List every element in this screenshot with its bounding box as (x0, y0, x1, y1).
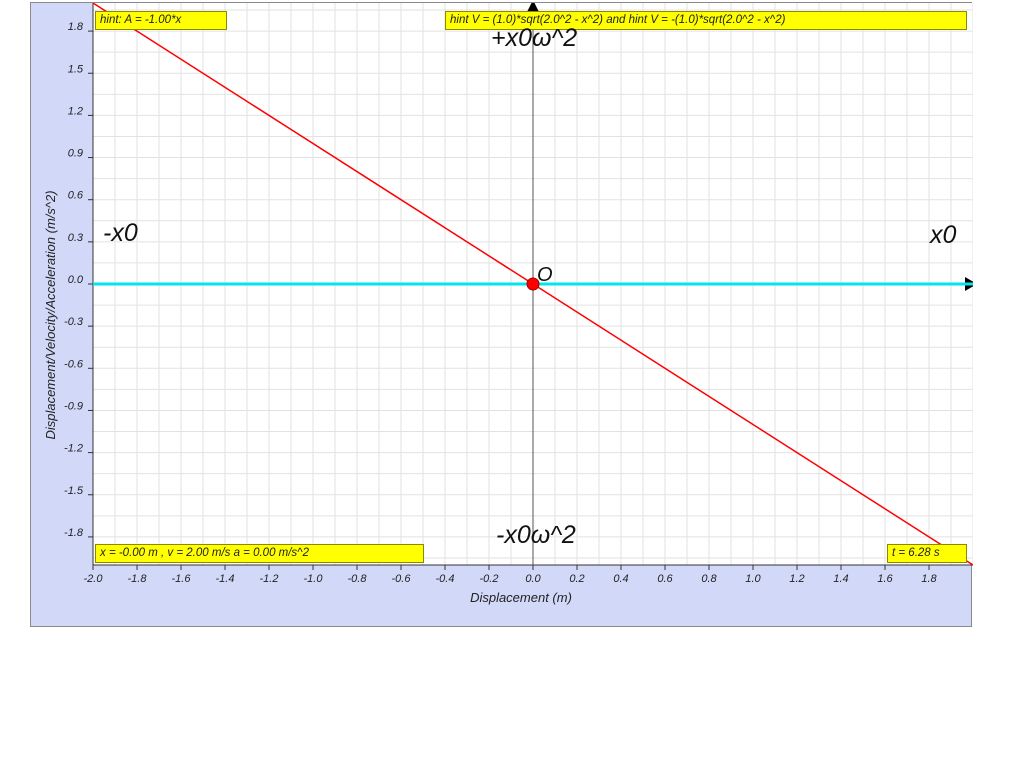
x-tick-label: -0.2 (480, 573, 499, 585)
x-tick-label: 0.4 (613, 573, 628, 585)
y-tick-label: -1.5 (64, 485, 84, 497)
x-tick-label: 1.4 (833, 573, 848, 585)
x-tick-label: 1.6 (877, 573, 893, 585)
min-accel-label: -x0ω^2 (496, 521, 576, 549)
y-tick-label: 1.5 (68, 63, 84, 75)
y-tick-label: -1.2 (64, 443, 83, 455)
x-tick-label: -0.6 (392, 573, 412, 585)
x-tick-label: 1.8 (921, 573, 937, 585)
y-tick-label: 1.2 (68, 105, 83, 117)
x-tick-label: -2.0 (84, 573, 104, 585)
x-tick-label: 0.8 (701, 573, 717, 585)
y-tick-label: 0.6 (68, 190, 84, 202)
neg-amplitude-label: -x0 (103, 219, 138, 247)
simulation-panel: -2.0 -1.8 -1.6 -1.4 -1.2 -1.0 -0.8 -0.6 -0.4 -0.2… (30, 2, 973, 627)
y-tick-label: 0.9 (68, 148, 83, 160)
up-arrow-icon (527, 3, 539, 12)
origin-label: O (537, 264, 553, 286)
y-tick-label: 0.3 (68, 232, 84, 244)
y-tick-label: -0.9 (64, 400, 83, 412)
series (92, 3, 973, 566)
pos-amplitude-label: x0 (930, 221, 957, 249)
max-accel-label: +x0ω^2 (491, 24, 578, 52)
x-tick-label: -1.4 (216, 573, 235, 585)
position-marker (526, 277, 540, 291)
x-tick-label: 0.6 (657, 573, 673, 585)
x-axis-title: Displacement (m) (470, 590, 572, 605)
sho-graph: -2.0 -1.8 -1.6 -1.4 -1.2 -1.0 -0.8 -0.6 -0.4 -0.2… (43, 3, 973, 605)
state-readout: x = -0.00 m , v = 2.00 m/s a = 0.00 m/s^… (95, 544, 424, 563)
x-tick-label: 1.2 (789, 573, 804, 585)
x-tick-label: -1.8 (128, 573, 148, 585)
y-tick-label: -0.6 (64, 358, 84, 370)
y-tick-label: 0.0 (68, 274, 84, 286)
x-tick-label: 0.2 (569, 573, 584, 585)
time-readout: t = 6.28 s (887, 544, 967, 563)
y-axis-title: Displacement/Velocity/Acceleration (m/s^… (43, 190, 58, 439)
y-tick-label: 1.8 (68, 21, 84, 33)
y-tick-label: -0.3 (64, 316, 84, 328)
x-tick-label: 1.0 (745, 573, 761, 585)
acceleration-hint: hint: A = -1.00*x (95, 11, 227, 30)
ticks: -2.0 -1.8 -1.6 -1.4 -1.2 -1.0 -0.8 -0.6 -0.4 -0.2… (64, 21, 937, 585)
x-tick-label: -1.2 (260, 573, 279, 585)
x-tick-label: -1.0 (304, 573, 324, 585)
y-tick-label: -1.8 (64, 527, 84, 539)
velocity-hint: hint V = (1.0)*sqrt(2.0^2 - x^2) and hin… (445, 11, 967, 30)
x-tick-label: -0.8 (348, 573, 368, 585)
x-tick-label: -0.4 (436, 573, 455, 585)
x-tick-label: 0.0 (525, 573, 541, 585)
x-tick-label: -1.6 (172, 573, 192, 585)
